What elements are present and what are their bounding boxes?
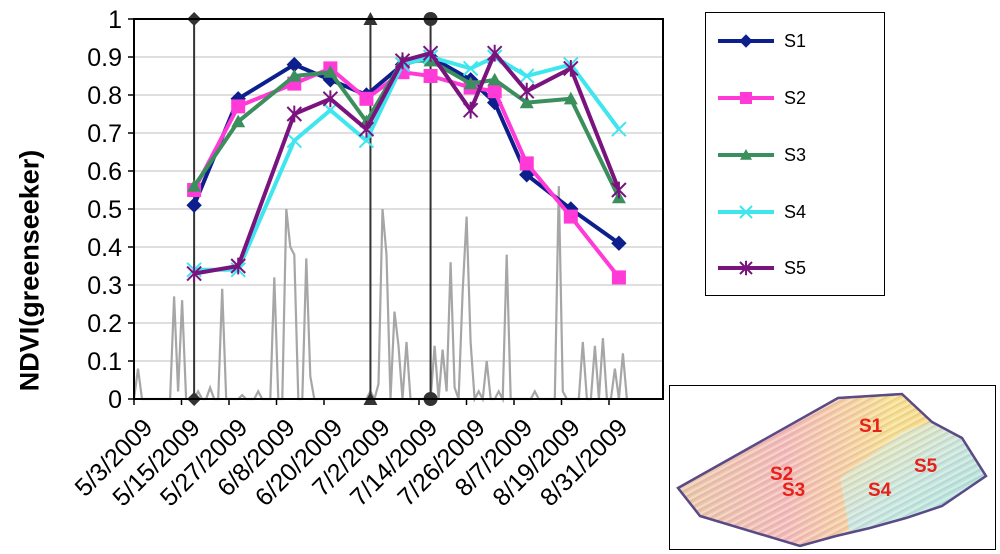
data-point-s2	[611, 270, 626, 285]
y-tick-label: 0.7	[87, 120, 122, 148]
series-line-s3	[192, 58, 621, 199]
legend-marker-s5	[718, 260, 774, 276]
data-point-s2	[423, 69, 438, 83]
legend-label-s2: S2	[784, 88, 807, 108]
legend-symbol	[740, 149, 752, 160]
inset-label-s5: S5	[914, 456, 938, 477]
y-tick-label: 0.1	[87, 348, 122, 376]
legend-label-s1: S1	[784, 31, 807, 51]
data-point-s5	[358, 120, 375, 138]
data-point-s2	[487, 84, 502, 99]
data-point-s2	[519, 156, 534, 171]
legend-label-s4: S4	[784, 202, 807, 222]
data-point-s5	[486, 44, 503, 62]
chart-legend: S1 S2 S3 S4 S5	[705, 12, 885, 296]
data-point-s2	[563, 209, 578, 224]
y-tick-label: 1	[108, 6, 122, 34]
data-point-s5	[394, 52, 411, 70]
data-point-s3	[487, 72, 502, 86]
legend-item-s1: S1	[706, 26, 886, 56]
data-point-s2	[359, 91, 374, 106]
inset-label-s1: S1	[859, 416, 883, 437]
data-point-s5	[462, 101, 479, 119]
legend-symbol	[740, 92, 752, 104]
data-point-s3	[187, 179, 202, 192]
legend-symbol	[739, 205, 753, 219]
y-tick-label: 0.4	[87, 234, 122, 262]
series-line-s4	[194, 55, 621, 272]
y-tick-label: 0.6	[87, 158, 122, 186]
legend-marker-s4	[718, 205, 774, 219]
y-tick-label: 0.2	[87, 310, 122, 338]
data-point-s5	[422, 44, 439, 62]
precipitation-line	[132, 186, 628, 404]
y-tick-label: 0.8	[87, 82, 122, 110]
legend-item-s4: S4	[706, 197, 886, 227]
data-point-s5	[286, 105, 303, 123]
y-tick-label: 0	[108, 386, 122, 414]
data-point-s4	[462, 60, 479, 77]
y-tick-label: 0.3	[87, 272, 122, 300]
y-tick-label: 0.5	[87, 196, 122, 224]
plot-area-frame	[133, 18, 664, 400]
inset-label-s4: S4	[868, 480, 892, 501]
legend-symbol	[739, 34, 753, 48]
data-point-s5	[611, 181, 627, 199]
legend-item-s2: S2	[706, 83, 886, 113]
data-point-s1	[611, 235, 627, 251]
data-point-s1	[186, 197, 202, 213]
data-point-s4	[286, 132, 303, 149]
ndvi-chart: 00.10.20.30.40.50.60.70.80.915/3/20095/1…	[70, 6, 664, 512]
field-map-inset: S1 S2 S3 S4 S5	[669, 385, 996, 550]
data-point-s4	[519, 68, 535, 84]
data-point-s5	[519, 82, 535, 100]
data-point-s4	[611, 121, 627, 137]
legend-marker-s1	[718, 34, 774, 48]
inset-label-s3: S3	[782, 480, 805, 501]
data-point-s3	[519, 95, 534, 109]
inset-label-s2: S2	[770, 464, 793, 485]
data-point-s5	[186, 265, 202, 282]
data-point-s5	[230, 257, 246, 275]
data-point-s5	[563, 60, 579, 77]
y-tick-label: 0.9	[87, 44, 122, 72]
legend-marker-s2	[718, 92, 774, 104]
data-point-s5	[322, 90, 339, 108]
data-point-s1	[519, 167, 535, 183]
data-point-s3	[231, 114, 246, 128]
data-point-s3	[287, 69, 302, 82]
y-axis-label: NDVI(greenseeker)	[14, 149, 45, 391]
data-point-s3	[323, 65, 338, 78]
data-point-s2	[231, 99, 246, 114]
legend-symbol	[739, 260, 753, 276]
series-line-s5	[193, 51, 621, 276]
legend-item-s3: S3	[706, 140, 886, 170]
legend-label-s5: S5	[784, 258, 807, 278]
data-point-s4	[322, 102, 339, 118]
series-line-s2	[192, 66, 621, 279]
legend-marker-s3	[718, 149, 774, 160]
field-map-image: S1 S2 S3 S4 S5	[676, 392, 988, 548]
data-point-s3	[463, 76, 478, 90]
legend-item-s5: S5	[706, 253, 886, 283]
legend-label-s3: S3	[784, 145, 807, 165]
data-point-s4	[358, 132, 375, 149]
data-point-s3	[563, 91, 578, 105]
